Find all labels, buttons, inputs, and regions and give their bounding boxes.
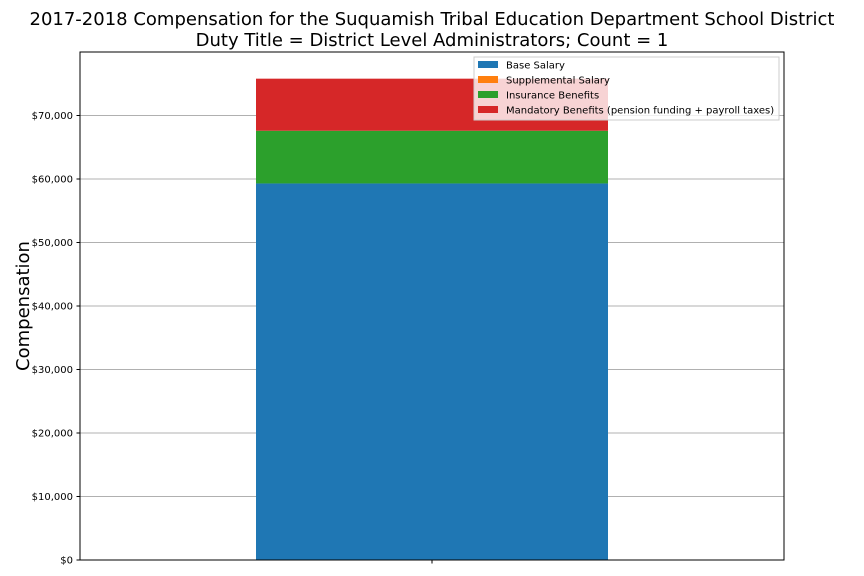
bars-layer: [256, 78, 608, 560]
y-axis-label: Compensation: [13, 241, 34, 371]
legend-label: Insurance Benefits: [506, 91, 599, 102]
chart-subtitle: Duty Title = District Level Administrato…: [196, 30, 669, 51]
y-tick-label: $30,000: [32, 365, 73, 376]
legend-box: [473, 56, 780, 121]
y-tick-label: $70,000: [32, 111, 73, 122]
legend: Base Salary Supplemental Salary Insurance …: [473, 56, 780, 121]
legend-label: Mandatory Benefits (pension funding + pa…: [506, 106, 774, 117]
bar-segment-base-salary: [256, 183, 608, 560]
legend-swatch: [478, 76, 498, 83]
y-tick-label: $60,000: [32, 175, 73, 186]
y-tick-label: $50,000: [32, 238, 73, 249]
legend-swatch: [478, 61, 498, 68]
y-axis: $0 $10,000 $20,000 $30,000 $40,000 $50,000 $60…: [32, 111, 80, 567]
y-tick-label: $40,000: [32, 302, 73, 313]
chart-title: 2017-2018 Compensation for the Suquamish…: [30, 9, 835, 30]
legend-label: Base Salary: [506, 61, 565, 72]
legend-swatch: [478, 106, 498, 113]
legend-swatch: [478, 91, 498, 98]
y-tick-label: $10,000: [32, 492, 73, 503]
y-tick-label: $0: [60, 556, 73, 567]
bar-segment-insurance-benefits: [256, 130, 608, 184]
y-tick-label: $20,000: [32, 429, 73, 440]
legend-label: Supplemental Salary: [506, 76, 610, 87]
